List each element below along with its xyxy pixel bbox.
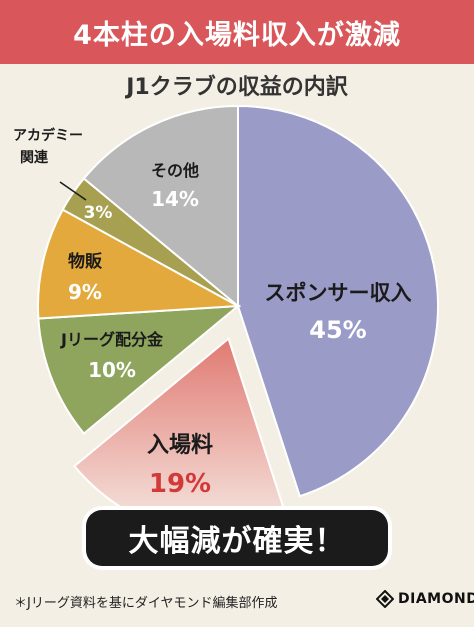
slice-value-label: 14% <box>151 187 199 211</box>
pie-slice <box>237 104 439 498</box>
leader-line <box>59 181 87 201</box>
slice-value-label: 45% <box>309 316 366 344</box>
slice-label: スポンサー収入 <box>265 281 412 305</box>
page-title: 4本柱の入場料収入が激減 <box>73 19 401 51</box>
callout-badge: 大幅減が確実！ <box>86 510 388 566</box>
pie-slice <box>37 208 242 320</box>
slice-label: アカデミー関連 <box>13 127 83 166</box>
slice-label: 入場料 <box>147 433 213 458</box>
chart-title: J1クラブの収益の内訳 <box>126 75 348 100</box>
pie-slice <box>82 104 239 309</box>
page-title-banner: 4本柱の入場料収入が激減 <box>0 0 474 64</box>
brand-logo: DIAMOND <box>376 590 474 608</box>
slice-value-label: 10% <box>88 358 136 382</box>
slice-value-label: 9% <box>68 280 102 304</box>
diamond-icon <box>376 590 394 608</box>
callout-text: 大幅減が確実！ <box>128 524 346 559</box>
source-note: ＊Jリーグ資料を基にダイヤモンド編集部作成 <box>14 596 278 611</box>
pie-slice <box>37 304 242 435</box>
slice-label: Jリーグ配分金 <box>60 330 164 349</box>
slice-value-label: 3% <box>84 203 113 223</box>
slice-value-label: 19% <box>149 469 211 499</box>
slice-label: 物販 <box>68 251 103 272</box>
slice-label: その他 <box>151 161 199 180</box>
brand-name: DIAMOND <box>398 591 474 607</box>
